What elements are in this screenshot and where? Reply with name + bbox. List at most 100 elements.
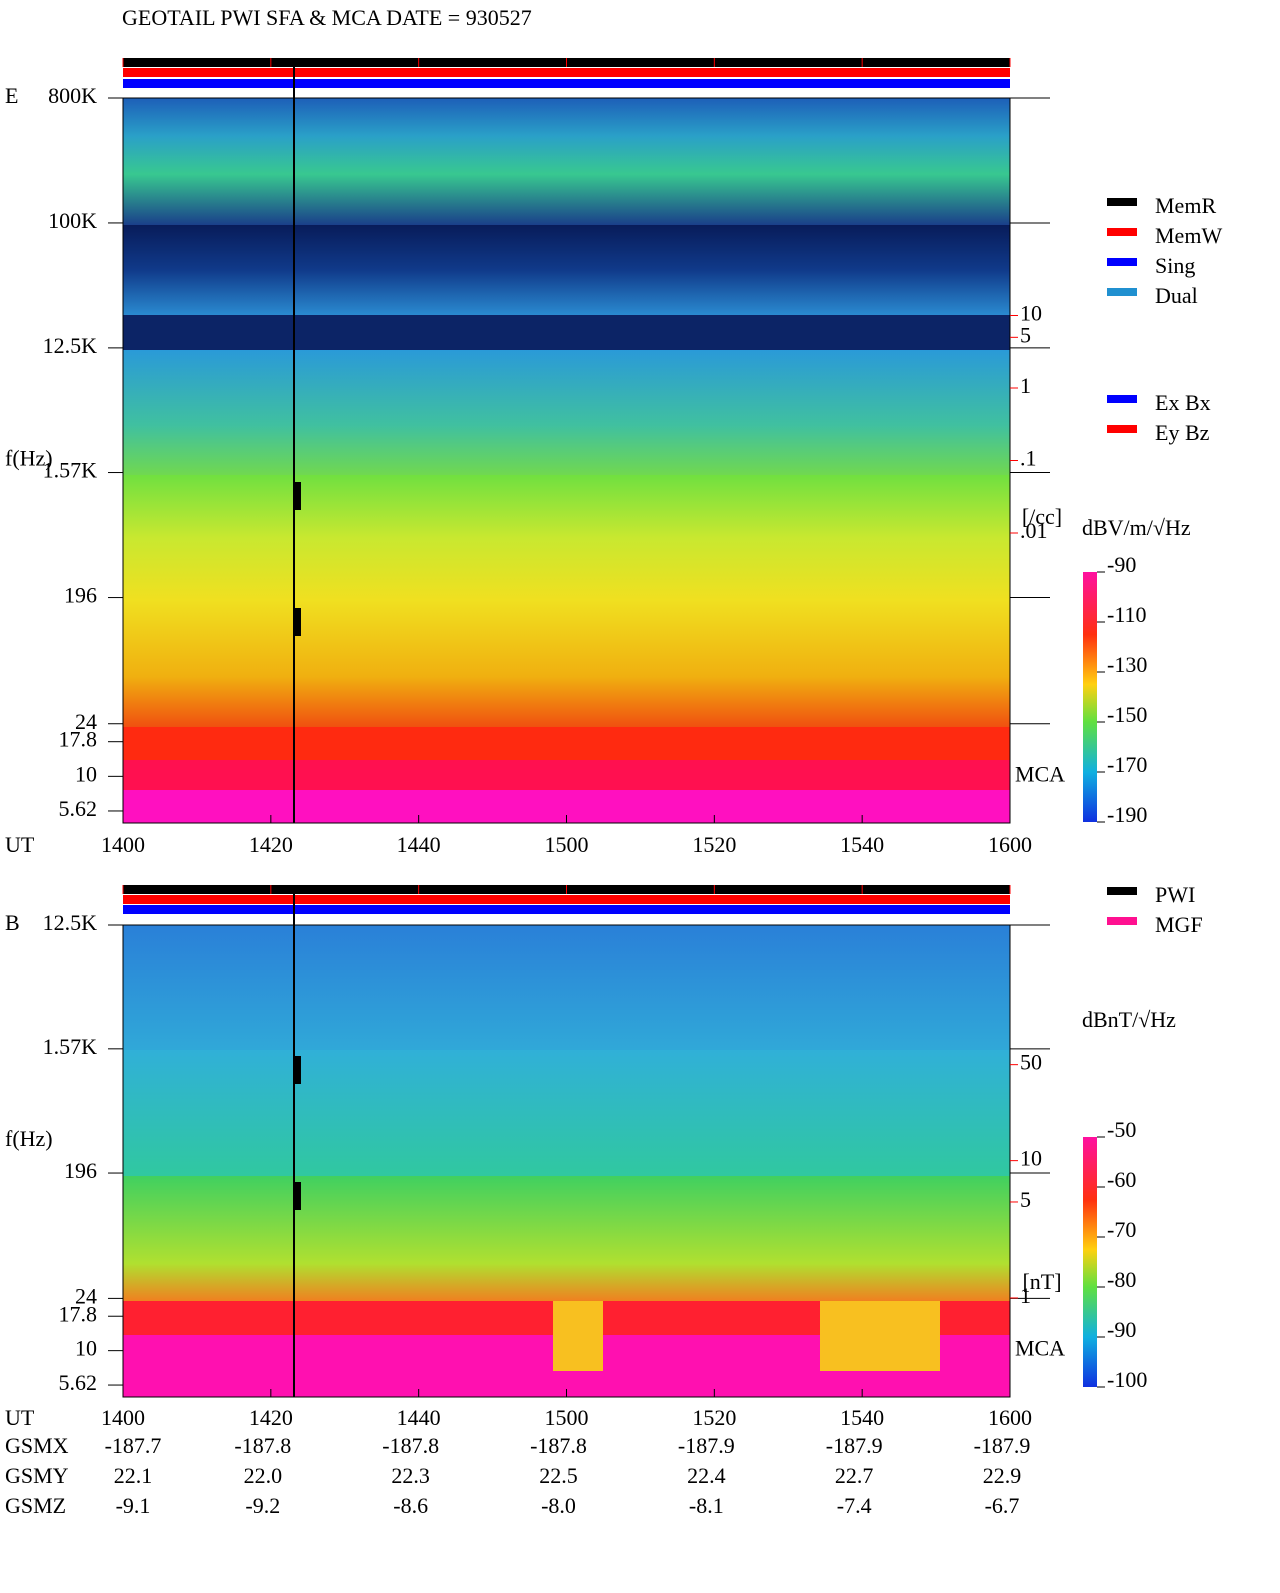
x-tick-label: 1540 xyxy=(840,832,884,857)
x-tick-label: 1500 xyxy=(545,832,589,857)
orbit-value: 22.4 xyxy=(687,1463,726,1488)
legend-swatch xyxy=(1107,425,1137,433)
orbit-value: -7.4 xyxy=(837,1493,872,1518)
orbit-value: -9.1 xyxy=(116,1493,151,1518)
panel-label: E xyxy=(5,83,18,108)
mca-label: MCA xyxy=(1015,761,1065,786)
y-tick-label: 24 xyxy=(75,1283,97,1308)
y-tick-label: 5.62 xyxy=(59,796,98,821)
spectrogram-e xyxy=(123,98,1010,823)
legend-label: Dual xyxy=(1155,283,1198,308)
x-tick-label: 1400 xyxy=(101,832,145,857)
legend-swatch xyxy=(1107,258,1137,266)
orbit-value: -9.2 xyxy=(245,1493,280,1518)
legend-label: Ey Bz xyxy=(1155,420,1210,445)
panel-label: B xyxy=(5,910,20,935)
y-tick-label: 17.8 xyxy=(59,727,98,752)
colorbar-tick-label: -80 xyxy=(1107,1267,1136,1292)
y-axis-label: f(Hz) xyxy=(5,446,53,471)
y-tick-label: 10 xyxy=(75,761,97,786)
orbit-value: 22.7 xyxy=(835,1463,874,1488)
colorbar-tick-label: -90 xyxy=(1107,552,1136,577)
legend-swatch xyxy=(1107,228,1137,236)
orbit-value: -8.6 xyxy=(393,1493,428,1518)
orbit-value: 22.1 xyxy=(114,1463,153,1488)
legend-label: Ex Bx xyxy=(1155,390,1211,415)
x-tick-label: 1600 xyxy=(988,832,1032,857)
colorbar-label: dBV/m/√Hz xyxy=(1082,515,1191,540)
colorbar xyxy=(1083,572,1097,822)
orbit-value: -6.7 xyxy=(985,1493,1020,1518)
title: GEOTAIL PWI SFA & MCA DATE = 930527 xyxy=(122,5,532,30)
orbit-value: -187.9 xyxy=(974,1433,1031,1458)
orbit-value: 22.5 xyxy=(539,1463,578,1488)
x-tick-label: 1440 xyxy=(397,832,441,857)
y-tick-label: 12.5K xyxy=(43,910,98,935)
colorbar-tick-label: -60 xyxy=(1107,1167,1136,1192)
x-tick-label: 1420 xyxy=(249,1405,293,1430)
orbit-value: 22.3 xyxy=(391,1463,430,1488)
legend-swatch xyxy=(1107,887,1137,895)
colorbar-tick-label: -130 xyxy=(1107,652,1147,677)
y2-axis-label: [nT] xyxy=(1022,1269,1061,1294)
y-tick-label: 10 xyxy=(75,1336,97,1361)
colorbar-tick-label: -110 xyxy=(1107,602,1147,627)
orbit-value: -187.8 xyxy=(234,1433,291,1458)
y2-axis-label: [/cc] xyxy=(1022,504,1062,529)
mca-label: MCA xyxy=(1015,1336,1065,1361)
orbit-row-name: GSMZ xyxy=(5,1493,66,1518)
y2-tick-label: 1 xyxy=(1020,373,1031,398)
y-tick-label: 24 xyxy=(75,709,97,734)
colorbar-tick-label: -90 xyxy=(1107,1317,1136,1342)
orbit-value: 22.0 xyxy=(244,1463,283,1488)
orbit-value: -187.8 xyxy=(530,1433,587,1458)
y-tick-label: 800K xyxy=(48,83,97,108)
legend-label: Sing xyxy=(1155,253,1195,278)
colorbar-tick-label: -100 xyxy=(1107,1367,1147,1392)
y-tick-label: 17.8 xyxy=(59,1301,98,1326)
y-tick-label: 196 xyxy=(64,1158,97,1183)
y2-tick-label: 5 xyxy=(1020,1187,1031,1212)
spectrogram-b xyxy=(123,925,1010,1397)
colorbar-tick-label: -50 xyxy=(1107,1117,1136,1142)
y-tick-label: 1.57K xyxy=(43,1034,98,1059)
orbit-value: -187.9 xyxy=(826,1433,883,1458)
y2-tick-label: 10 xyxy=(1020,1146,1042,1171)
x-tick-label: 1520 xyxy=(692,1405,736,1430)
y-tick-label: 12.5K xyxy=(43,333,98,358)
x-tick-label: 1420 xyxy=(249,832,293,857)
orbit-value: -187.7 xyxy=(105,1433,162,1458)
y-tick-label: 5.62 xyxy=(59,1370,98,1395)
colorbar-tick-label: -190 xyxy=(1107,802,1147,827)
x-tick-label: 1600 xyxy=(988,1405,1032,1430)
legend-label: MemW xyxy=(1155,223,1222,248)
x-tick-label: 1540 xyxy=(840,1405,884,1430)
colorbar-tick-label: -170 xyxy=(1107,752,1147,777)
orbit-value: -8.1 xyxy=(689,1493,724,1518)
orbit-value: 22.9 xyxy=(983,1463,1022,1488)
legend-label: MemR xyxy=(1155,193,1216,218)
y2-tick-label: 10 xyxy=(1020,301,1042,326)
legend-swatch xyxy=(1107,198,1137,206)
y-axis-label: f(Hz) xyxy=(5,1126,53,1151)
orbit-value: -8.0 xyxy=(541,1493,576,1518)
orbit-row-name: GSMX xyxy=(5,1433,69,1458)
colorbar-tick-label: -70 xyxy=(1107,1217,1136,1242)
legend-swatch xyxy=(1107,917,1137,925)
colorbar-tick-label: -150 xyxy=(1107,702,1147,727)
orbit-row-name: GSMY xyxy=(5,1463,69,1488)
x-axis-label: UT xyxy=(5,832,35,857)
x-tick-label: 1400 xyxy=(101,1405,145,1430)
y2-tick-label: .1 xyxy=(1020,446,1037,471)
x-tick-label: 1500 xyxy=(545,1405,589,1430)
colorbar-label: dBnT/√Hz xyxy=(1082,1007,1176,1032)
y-tick-label: 196 xyxy=(64,583,97,608)
y-tick-label: 100K xyxy=(48,208,97,233)
x-tick-label: 1440 xyxy=(397,1405,441,1430)
y2-tick-label: 1 xyxy=(1020,1283,1031,1308)
colorbar xyxy=(1083,1137,1097,1387)
legend-label: PWI xyxy=(1155,882,1195,907)
x-axis-label: UT xyxy=(5,1405,35,1430)
y-tick-label: 1.57K xyxy=(43,458,98,483)
